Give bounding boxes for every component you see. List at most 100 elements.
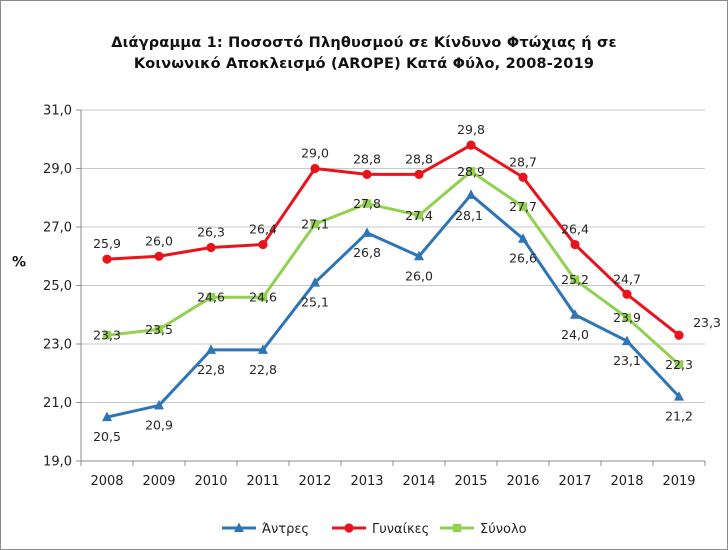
data-point-women: [518, 172, 528, 182]
data-label-men: 26,6: [509, 251, 537, 266]
data-label-women: 25,9: [93, 236, 121, 251]
data-point-total: [674, 360, 684, 369]
data-label-women: 24,7: [613, 271, 641, 286]
x-tick-label: 2014: [402, 474, 435, 489]
data-point-total: [622, 313, 632, 322]
data-label-total: 24,6: [197, 290, 225, 305]
y-axis-label: %: [12, 254, 26, 270]
data-point-total: [414, 211, 424, 220]
data-label-women: 26,4: [561, 222, 589, 237]
data-label-total: 23,5: [145, 322, 173, 337]
y-tick-label: 27,0: [43, 221, 72, 236]
data-label-women: 26,0: [145, 233, 173, 248]
x-tick-label: 2016: [506, 474, 539, 489]
legend-label-women: Γυναίκες: [372, 522, 429, 537]
data-point-total: [466, 167, 476, 176]
x-tick-label: 2011: [246, 474, 279, 489]
data-point-women: [362, 169, 372, 179]
data-point-total: [154, 325, 164, 334]
series-line-men: [105, 193, 681, 419]
data-point-women: [310, 163, 320, 174]
data-label-men: 24,0: [561, 327, 589, 342]
chart-title-line-2: Κοινωνικό Αποκλεισμό (AROPE) Κατά Φύλο, …: [133, 56, 595, 72]
data-point-total: [102, 331, 112, 340]
data-point-women: [154, 251, 164, 261]
data-point-men: [102, 411, 112, 422]
data-label-women: 28,8: [353, 151, 381, 166]
data-label-men: 21,2: [665, 409, 693, 424]
data-label-total: 23,9: [613, 310, 641, 325]
chart-title-line-1: Διάγραμμα 1: Ποσοστό Πληθυσμού σε Κίνδυν…: [111, 35, 617, 51]
data-label-men: 20,9: [145, 417, 173, 432]
y-tick-label: 25,0: [43, 279, 72, 294]
data-point-women: [466, 140, 476, 150]
legend-label-men: Άντρες: [262, 522, 309, 537]
legend-marker-women: [344, 523, 354, 533]
data-point-women: [102, 254, 112, 264]
data-point-total: [258, 293, 268, 302]
data-label-women: 28,7: [509, 154, 537, 169]
data-label-total: 28,9: [457, 164, 485, 179]
x-tick-label: 2008: [90, 474, 123, 489]
x-tick-label: 2015: [454, 474, 487, 489]
data-point-men: [154, 399, 164, 410]
legend-marker-men: [234, 522, 244, 532]
data-label-total: 22,3: [665, 357, 693, 372]
data-label-men: 26,8: [353, 245, 381, 260]
x-tick-label: 2009: [142, 474, 175, 489]
x-tick-label: 2012: [298, 474, 331, 489]
y-tick-label: 21,0: [43, 396, 72, 411]
data-point-men: [310, 277, 320, 287]
data-point-women: [206, 242, 216, 253]
data-point-total: [310, 219, 320, 229]
data-point-total: [570, 275, 580, 284]
data-label-men: 23,1: [613, 353, 641, 368]
data-label-women: 26,4: [249, 222, 277, 237]
data-label-women: 29,8: [457, 122, 485, 137]
data-point-men: [518, 233, 528, 243]
legend-marker-total: [452, 523, 462, 533]
data-label-men: 22,8: [197, 362, 225, 377]
y-tick-label: 29,0: [43, 162, 72, 177]
x-tick-label: 2010: [194, 474, 227, 489]
data-point-total: [518, 202, 528, 211]
data-point-men: [206, 344, 216, 354]
series-line-women: [105, 143, 681, 337]
data-label-men: 22,8: [249, 362, 277, 377]
data-point-men: [362, 227, 372, 237]
data-point-women: [258, 239, 268, 250]
x-tick-label: 2017: [558, 474, 591, 489]
x-tick-label: 2013: [350, 474, 383, 489]
data-label-men: 20,5: [93, 429, 121, 444]
x-tick-label: 2018: [610, 474, 643, 489]
data-label-total: 25,2: [561, 272, 589, 287]
data-label-total: 27,8: [353, 196, 381, 211]
data-label-women: 26,3: [197, 224, 225, 239]
data-label-men: 25,1: [301, 295, 329, 310]
y-tick-label: 19,0: [43, 455, 72, 470]
data-label-total: 24,6: [249, 290, 277, 305]
data-label-women: 23,3: [693, 315, 721, 330]
data-point-men: [570, 309, 580, 319]
data-point-total: [206, 293, 216, 302]
y-tick-label: 23,0: [43, 338, 72, 353]
data-point-men: [258, 344, 268, 354]
data-point-men: [622, 335, 632, 346]
series-line-total: [105, 169, 681, 366]
data-label-total: 23,3: [93, 328, 121, 343]
data-point-men: [674, 391, 684, 401]
data-point-men: [414, 250, 424, 261]
data-point-men: [466, 189, 476, 199]
legend-label-total: Σύνολο: [480, 522, 527, 537]
data-label-women: 29,0: [301, 146, 329, 161]
data-point-women: [414, 169, 424, 179]
data-label-total: 27,4: [405, 208, 433, 223]
data-point-total: [362, 199, 372, 208]
data-point-women: [570, 239, 580, 250]
data-label-women: 28,8: [405, 151, 433, 166]
data-label-total: 27,7: [509, 199, 537, 214]
data-point-women: [674, 330, 684, 340]
data-point-women: [622, 289, 632, 299]
chart-title: Διάγραμμα 1: Ποσοστό Πληθυσμού σε Κίνδυν…: [0, 33, 728, 75]
